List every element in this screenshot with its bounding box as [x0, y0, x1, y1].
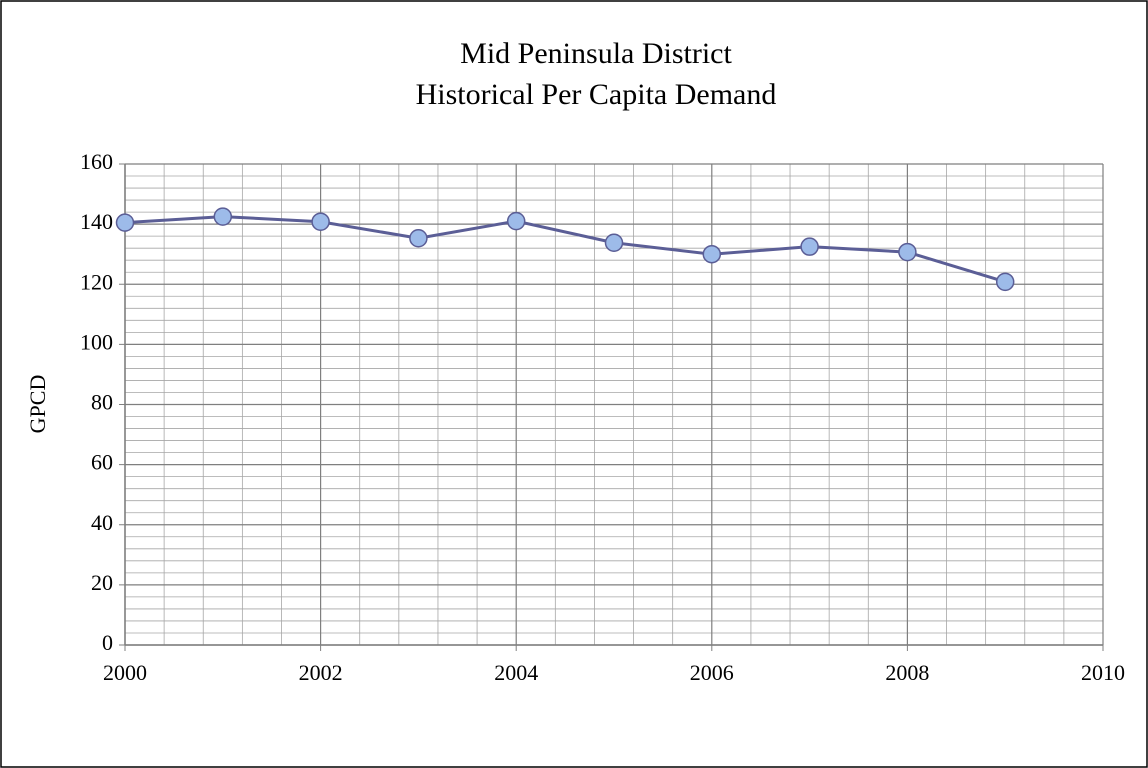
- x-tick-label: 2004: [494, 660, 538, 685]
- x-tick-label: 2010: [1081, 660, 1125, 685]
- data-point: [702, 244, 722, 264]
- y-tick-label: 100: [80, 329, 113, 354]
- y-tick-label: 0: [102, 630, 113, 655]
- data-point: [995, 272, 1015, 292]
- x-tick-label: 2008: [885, 660, 929, 685]
- data-point: [898, 242, 917, 262]
- data-point: [311, 212, 330, 231]
- y-tick-label: 40: [91, 510, 113, 535]
- data-point: [213, 207, 233, 226]
- y-tick-label: 60: [91, 450, 113, 475]
- x-tick-label: 2002: [299, 660, 343, 685]
- data-point: [800, 237, 819, 256]
- data-point: [506, 211, 526, 231]
- data-point: [604, 233, 624, 253]
- y-tick-label: 160: [80, 149, 113, 174]
- y-tick-label: 80: [91, 390, 113, 415]
- x-tick-label: 2000: [103, 660, 147, 685]
- y-tick-label: 140: [80, 209, 113, 234]
- y-tick-label: 120: [80, 269, 113, 294]
- series-line: [124, 215, 1006, 284]
- data-point: [409, 229, 428, 248]
- data-point: [115, 213, 135, 232]
- x-tick-label: 2006: [690, 660, 734, 685]
- chart-title: Historical Per Capita Demand: [416, 78, 777, 111]
- y-tick-label: 20: [91, 570, 113, 595]
- chart-title: Mid Peninsula District: [460, 37, 732, 70]
- y-axis-label: GPCD: [25, 375, 50, 434]
